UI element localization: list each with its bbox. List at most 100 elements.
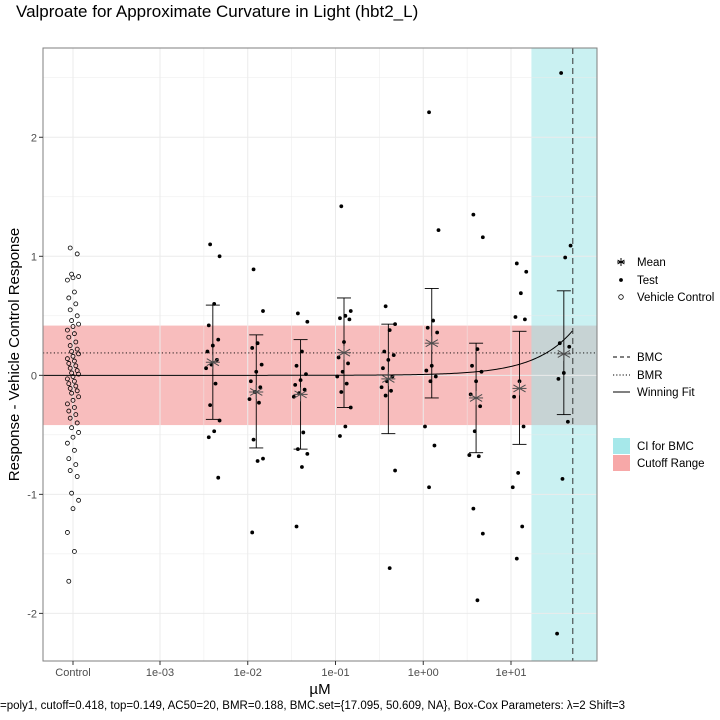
vehicle-control-point — [67, 365, 73, 371]
test-point — [343, 424, 348, 429]
test-point — [339, 390, 344, 394]
legend-label: CI for BMC — [637, 441, 694, 453]
panel-border — [42, 47, 598, 662]
test-point — [560, 476, 565, 481]
legend-label: Cutoff Range — [637, 458, 705, 470]
reference-lines-layer — [43, 48, 597, 661]
test-point — [293, 382, 298, 387]
vehicle-control-point — [72, 378, 77, 384]
test-point — [470, 363, 474, 368]
test-point — [257, 400, 261, 405]
vehicle-control-point — [76, 351, 81, 357]
test-point — [475, 347, 480, 352]
legend-label: Mean — [637, 257, 666, 269]
test-point — [563, 255, 568, 260]
test-point — [217, 418, 222, 423]
test-point — [393, 322, 397, 327]
open-circle-icon — [618, 294, 624, 300]
winning-fit-curve — [43, 330, 573, 376]
vehicle-control-point — [70, 324, 76, 329]
vehicle-control-point — [66, 408, 72, 414]
test-point — [436, 228, 441, 233]
mean-marker — [293, 387, 308, 402]
vehicle-control-point — [73, 412, 79, 418]
test-point — [210, 343, 215, 348]
test-point — [248, 379, 253, 384]
test-point — [431, 318, 435, 323]
test-point — [435, 330, 440, 335]
vehicle-control-point — [74, 420, 80, 426]
means-layer — [205, 336, 571, 405]
test-point — [514, 556, 519, 561]
vehicle-control-point — [72, 447, 77, 453]
test-point — [205, 349, 210, 354]
test-point — [424, 368, 429, 373]
test-point — [216, 337, 221, 342]
test-point — [514, 261, 519, 266]
vehicle-control-point — [70, 374, 76, 379]
fit-parameters-footnote: =poly1, cutoff=0.418, top=0.149, AC50=20… — [0, 700, 626, 712]
test-point — [343, 313, 348, 318]
test-point — [208, 403, 213, 407]
test-point — [250, 530, 255, 535]
test-point — [294, 524, 299, 529]
test-point — [561, 371, 566, 375]
test-point — [387, 566, 392, 571]
fit-layer — [43, 330, 573, 376]
test-point — [206, 323, 211, 328]
test-point — [250, 346, 255, 350]
test-point — [467, 453, 472, 457]
x-tick-label: 1e-01 — [321, 667, 349, 679]
vehicle-control-point — [65, 401, 70, 407]
test-point — [478, 404, 483, 409]
test-point — [471, 212, 476, 217]
test-point — [208, 242, 213, 247]
test-point — [340, 369, 345, 374]
test-point — [472, 429, 477, 434]
test-point — [381, 366, 385, 371]
test-point — [479, 369, 484, 374]
test-point — [523, 317, 527, 322]
mean-marker — [512, 381, 527, 396]
y-tick-label: -2 — [27, 608, 37, 620]
vehicle-control-point — [69, 390, 74, 396]
vehicle-control-point — [74, 313, 80, 319]
test-point — [259, 362, 264, 367]
test-point — [247, 397, 252, 402]
test-point — [432, 443, 437, 448]
vehicle-control-point — [66, 578, 72, 584]
fill-swatch-icon — [613, 455, 630, 471]
test-point — [300, 465, 304, 469]
test-point — [348, 309, 353, 313]
vehicle-control-point — [73, 339, 79, 345]
test-point — [568, 243, 573, 248]
vehicle-control-point — [65, 440, 70, 446]
vehicle-control-point — [65, 530, 70, 535]
vehicle-control-point — [73, 383, 79, 389]
test-point — [475, 598, 480, 603]
asterisk-icon — [617, 258, 625, 266]
test-point — [254, 369, 259, 374]
test-point — [255, 341, 260, 346]
test-point — [382, 349, 387, 354]
vehicle-control-point — [76, 321, 81, 327]
vehicle-control-point — [66, 295, 72, 301]
mean-marker — [469, 390, 484, 405]
test-point — [429, 363, 434, 368]
test-point — [565, 419, 570, 424]
vehicle-control-point — [76, 497, 81, 503]
test-point — [391, 353, 396, 357]
test-point — [556, 377, 561, 381]
test-point — [567, 344, 572, 349]
test-point — [379, 385, 384, 390]
x-tick-label: 1e-02 — [234, 667, 262, 679]
test-point — [304, 372, 308, 377]
test-point — [204, 366, 208, 371]
test-point — [559, 71, 564, 75]
test-point — [387, 328, 392, 332]
vehicle-control-point — [70, 506, 76, 512]
vehicle-control-point — [70, 397, 76, 403]
test-point — [348, 405, 353, 410]
test-point — [512, 394, 516, 399]
vehicle-control-point — [70, 353, 76, 359]
